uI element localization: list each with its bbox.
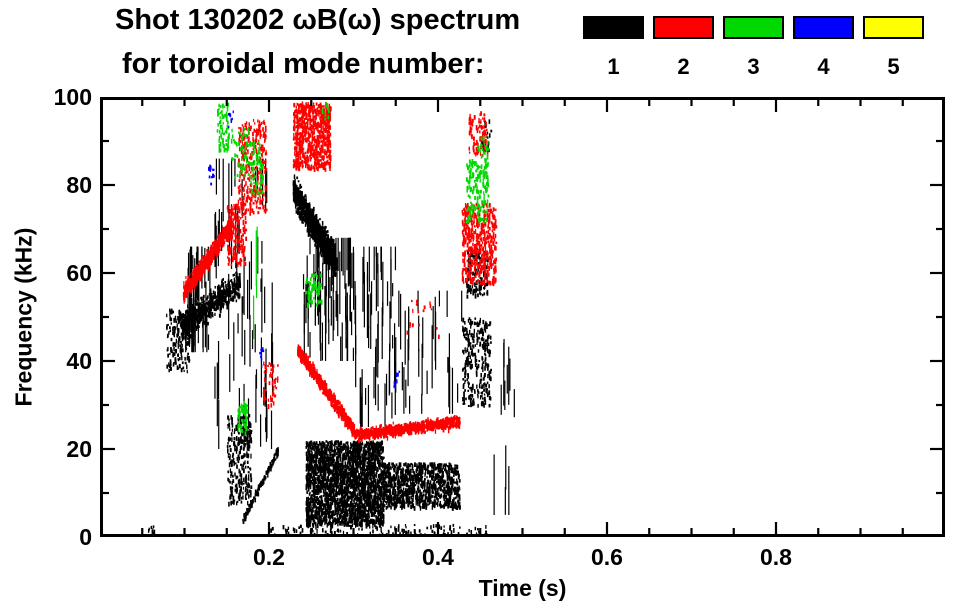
x-tick-label-0.2: 0.2 <box>253 544 285 570</box>
legend-label-mode-3: 3 <box>747 54 760 79</box>
x-axis-label: Time (s) <box>478 575 567 601</box>
legend-swatch-mode-1 <box>583 16 644 39</box>
legend-label-mode-5: 5 <box>887 54 900 79</box>
legend-labels: 1 2 3 4 5 <box>583 54 924 80</box>
chart-subtitle: for toroidal mode number: <box>122 48 485 80</box>
y-tick-label-100: 100 <box>53 84 92 110</box>
x-tick-label-0.4: 0.4 <box>422 544 454 570</box>
legend-label-mode-4: 4 <box>817 54 830 79</box>
legend-swatch-mode-3 <box>723 16 784 39</box>
y-tick-label-20: 20 <box>66 436 92 462</box>
legend-swatch-mode-2 <box>653 16 714 39</box>
legend <box>583 16 924 39</box>
chart-title: Shot 130202 ωB(ω) spectrum <box>115 4 521 36</box>
x-tick-label-0.8: 0.8 <box>760 544 792 570</box>
spectrum-plot-canvas <box>100 97 945 537</box>
x-tick-label-0.6: 0.6 <box>591 544 623 570</box>
y-tick-label-40: 40 <box>66 348 92 374</box>
legend-label-mode-1: 1 <box>607 54 620 79</box>
y-tick-label-60: 60 <box>66 260 92 286</box>
legend-swatch-mode-5 <box>863 16 924 39</box>
legend-swatch-mode-4 <box>793 16 854 39</box>
y-axis-label: Frequency (kHz) <box>10 227 37 407</box>
y-tick-label-0: 0 <box>79 524 92 550</box>
y-tick-label-80: 80 <box>66 172 92 198</box>
legend-label-mode-2: 2 <box>677 54 690 79</box>
